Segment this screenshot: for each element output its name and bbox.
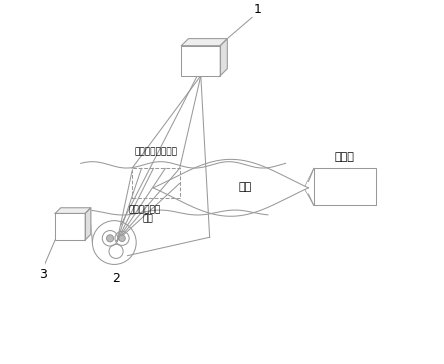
Text: 光场相机成像区域: 光场相机成像区域 [134,147,177,156]
Polygon shape [55,208,91,213]
Text: 2: 2 [112,272,120,285]
Bar [314,169,376,205]
Text: 发动机: 发动机 [335,152,355,162]
Polygon shape [85,208,91,240]
Text: 3: 3 [39,268,47,281]
Text: 脉冲光束照明: 脉冲光束照明 [128,205,161,214]
Bar [132,169,180,198]
Text: 尾焰: 尾焰 [238,182,252,192]
Text: 区域: 区域 [143,214,153,223]
Polygon shape [220,39,227,76]
Circle shape [119,235,125,241]
Bar [182,46,220,76]
Text: 1: 1 [254,3,262,16]
Bar [55,213,85,240]
Circle shape [107,235,114,242]
Polygon shape [182,39,227,46]
